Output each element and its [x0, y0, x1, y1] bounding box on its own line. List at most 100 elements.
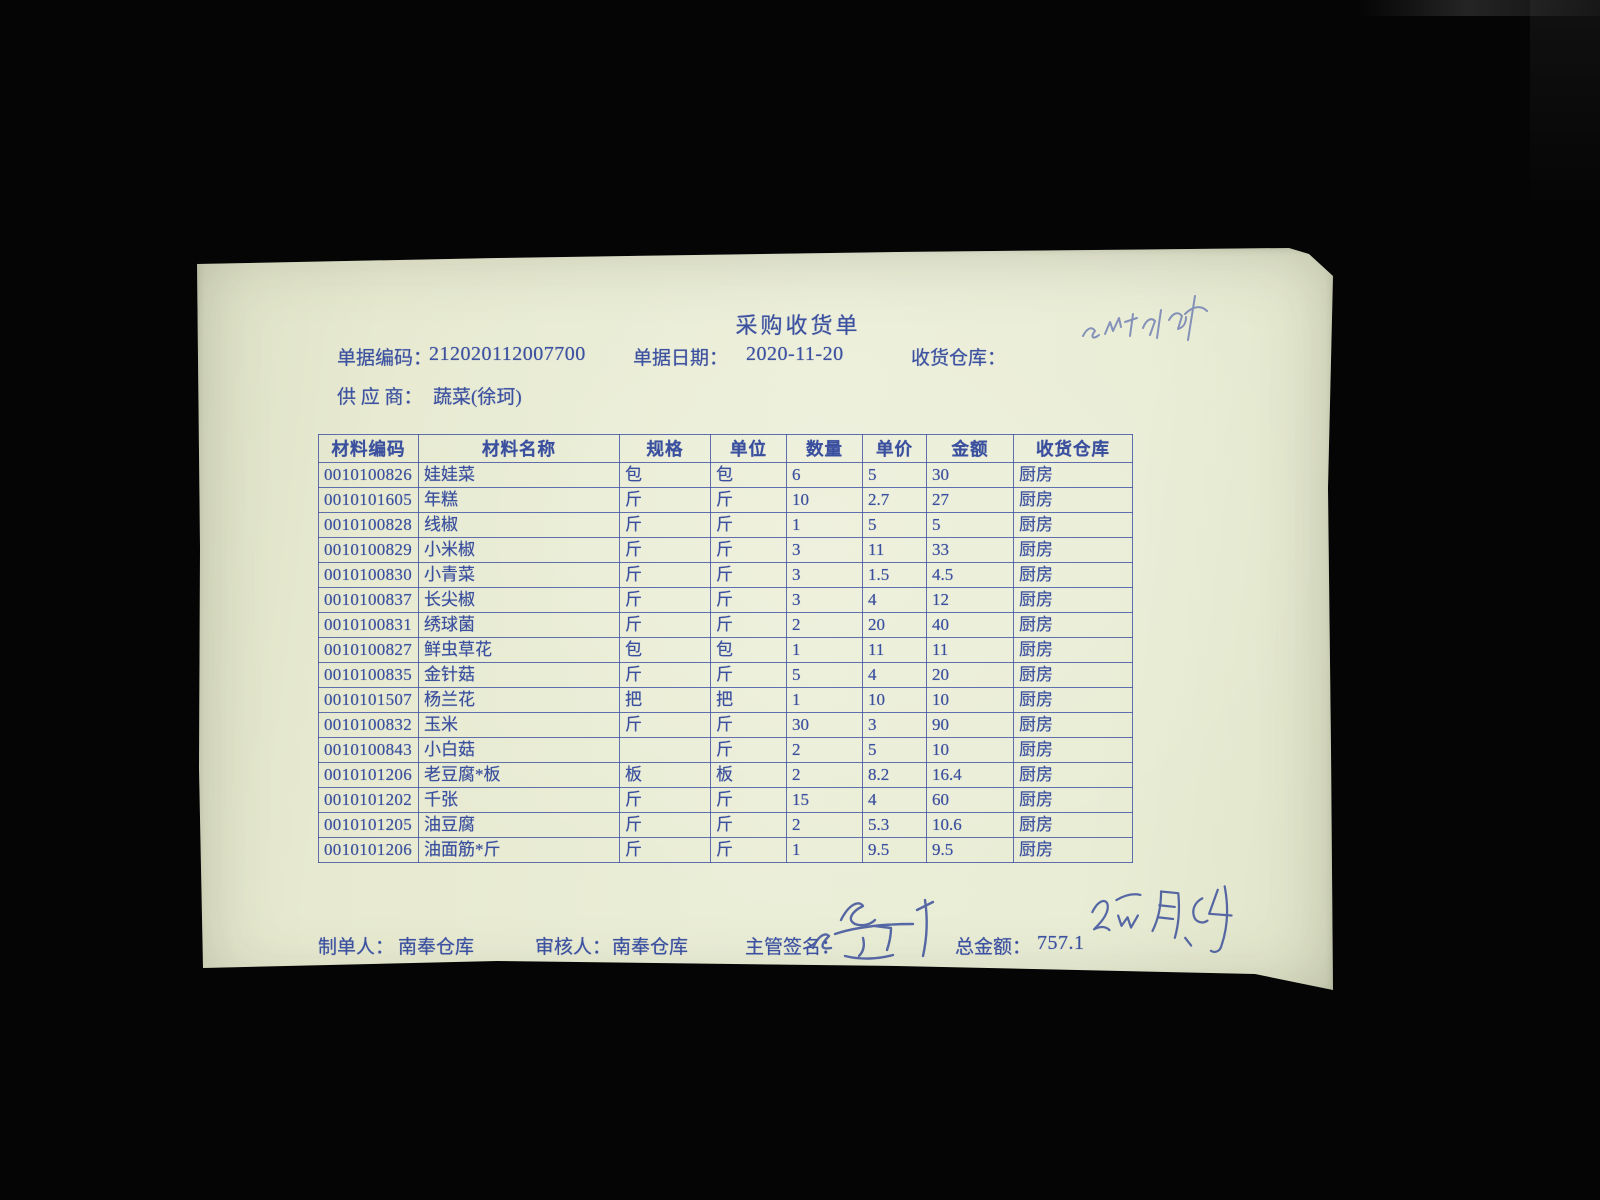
table-row: 0010100831 绣球菌斤斤 2 20 40 厨房 [318, 612, 1133, 638]
table-row: 0010100837 长尖椒斤斤 3 4 12 厨房 [318, 587, 1133, 613]
cell-unit: 斤 [710, 837, 787, 863]
cell-price: 5 [862, 737, 927, 763]
cell-name: 杨兰花 [418, 687, 620, 713]
cell-name: 鲜虫草花 [418, 637, 620, 663]
cell-spec: 把 [619, 687, 711, 713]
cell-unit: 斤 [710, 587, 787, 613]
cell-warehouse: 厨房 [1013, 812, 1133, 838]
cell-warehouse: 厨房 [1013, 687, 1133, 713]
table-row: 0010101206 老豆腐*板板板 2 8.2 16.4 厨房 [318, 762, 1133, 788]
cell-code: 0010101605 [318, 487, 419, 513]
cell-spec: 斤 [619, 812, 711, 838]
cell-spec: 斤 [619, 787, 711, 813]
cell-code: 0010101206 [318, 837, 419, 863]
cell-warehouse: 厨房 [1013, 837, 1133, 863]
cell-spec: 斤 [619, 512, 711, 538]
cell-name: 线椒 [418, 512, 620, 538]
cell-warehouse: 厨房 [1013, 787, 1133, 813]
cell-name: 油豆腐 [418, 812, 620, 838]
cell-price: 20 [862, 612, 927, 638]
items-table: 材料编码 材料名称 规格 单位 数量 单价 金额 收货仓库 0010100826 娃娃菜包包 6 5… [318, 434, 1133, 863]
cell-unit: 斤 [710, 487, 787, 513]
cell-qty: 1 [786, 687, 863, 713]
cell-unit: 包 [710, 462, 787, 488]
table-row: 0010100835 金针菇斤斤 5 4 20 厨房 [318, 662, 1133, 688]
cell-unit: 把 [710, 687, 787, 713]
column-header: 材料编码 [318, 434, 419, 463]
cell-unit: 斤 [710, 787, 787, 813]
cell-code: 0010100828 [318, 512, 419, 538]
cell-qty: 3 [786, 587, 863, 613]
cell-name: 年糕 [418, 487, 620, 513]
table-row: 0010101605 年糕斤斤 10 2.7 27 厨房 [318, 487, 1133, 513]
cell-price: 1.5 [862, 562, 927, 588]
cell-price: 11 [862, 637, 927, 663]
cell-qty: 30 [786, 712, 863, 738]
cell-amount: 4.5 [926, 562, 1014, 588]
cell-amount: 33 [926, 537, 1014, 563]
cell-warehouse: 厨房 [1013, 587, 1133, 613]
supplier-value: 蔬菜(徐珂) [433, 387, 522, 408]
cell-spec: 包 [619, 637, 711, 663]
receipt-paper: 采购收货单 单据编码： 212020112007700 单据日期： 2020-1… [197, 248, 1333, 990]
cell-code: 0010100831 [318, 612, 419, 638]
page-title: 采购收货单 [735, 313, 861, 338]
cell-unit: 斤 [710, 662, 787, 688]
cell-spec: 包 [619, 462, 711, 488]
cell-qty: 6 [786, 462, 863, 488]
cell-price: 4 [862, 787, 927, 813]
reviewer-label: 审核人： [535, 937, 612, 958]
cell-warehouse: 厨房 [1013, 762, 1133, 788]
cell-code: 0010100827 [318, 637, 419, 663]
cell-spec [619, 737, 711, 763]
cell-warehouse: 厨房 [1013, 562, 1133, 588]
cell-qty: 1 [786, 512, 863, 538]
cell-warehouse: 厨房 [1013, 487, 1133, 513]
cell-name: 金针菇 [418, 662, 620, 688]
doc-date-value: 2020-11-20 [746, 343, 844, 365]
column-header: 金额 [926, 434, 1014, 463]
cell-warehouse: 厨房 [1013, 612, 1133, 638]
cell-unit: 板 [710, 762, 787, 788]
table-row: 0010100828 线椒斤斤 1 5 5 厨房 [318, 512, 1133, 538]
cell-warehouse: 厨房 [1013, 662, 1133, 688]
cell-code: 0010101202 [318, 787, 419, 813]
cell-unit: 斤 [710, 612, 787, 638]
cell-code: 0010100832 [318, 712, 419, 738]
cell-warehouse: 厨房 [1013, 737, 1133, 763]
cell-amount: 16.4 [926, 762, 1014, 788]
cell-name: 千张 [418, 787, 620, 813]
cell-unit: 斤 [710, 512, 787, 538]
table-row: 0010100827 鲜虫草花包包 1 11 11 厨房 [318, 637, 1133, 663]
cell-price: 9.5 [862, 837, 927, 863]
doc-date-label: 单据日期： [633, 348, 729, 369]
cell-unit: 包 [710, 637, 787, 663]
cell-price: 4 [862, 587, 927, 613]
cell-warehouse: 厨房 [1013, 712, 1133, 738]
cell-warehouse: 厨房 [1013, 512, 1133, 538]
cell-name: 小米椒 [418, 537, 620, 563]
items-table-head-row: 材料编码 材料名称 规格 单位 数量 单价 金额 收货仓库 [318, 434, 1133, 463]
cell-qty: 2 [786, 737, 863, 763]
table-row: 0010101205 油豆腐斤斤 2 5.3 10.6 厨房 [318, 812, 1133, 838]
table-row: 0010100843 小白菇 斤 2 5 10 厨房 [318, 737, 1133, 763]
cell-code: 0010100835 [318, 662, 419, 688]
total-value: 757.1 [1037, 932, 1085, 954]
cell-amount: 90 [926, 712, 1014, 738]
cell-spec: 斤 [619, 662, 711, 688]
cell-amount: 9.5 [926, 837, 1014, 863]
table-row: 0010100829 小米椒斤斤 3 11 33 厨房 [318, 537, 1133, 563]
total-label: 总金额： [955, 937, 1032, 958]
cell-qty: 3 [786, 562, 863, 588]
doc-no-value: 212020112007700 [429, 343, 586, 365]
cell-spec: 斤 [619, 837, 711, 863]
cell-amount: 11 [926, 637, 1014, 663]
cell-warehouse: 厨房 [1013, 537, 1133, 563]
cell-qty: 2 [786, 762, 863, 788]
column-header: 数量 [786, 434, 863, 463]
cell-code: 0010101205 [318, 812, 419, 838]
cell-amount: 27 [926, 487, 1014, 513]
cell-warehouse: 厨房 [1013, 462, 1133, 488]
cell-code: 0010100837 [318, 587, 419, 613]
